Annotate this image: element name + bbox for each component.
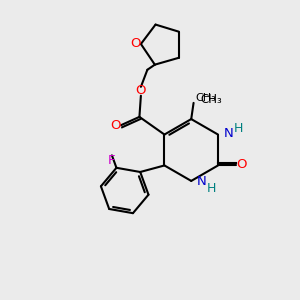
Text: O: O: [130, 38, 141, 50]
Text: F: F: [108, 154, 116, 167]
Text: H: H: [233, 122, 243, 135]
Text: O: O: [136, 85, 146, 98]
Text: CH₃: CH₃: [195, 94, 216, 103]
Text: N: N: [196, 175, 206, 188]
Text: O: O: [111, 119, 121, 132]
Text: H: H: [206, 182, 216, 195]
Text: O: O: [236, 158, 247, 171]
Text: CH₃: CH₃: [200, 93, 222, 106]
Text: N: N: [223, 127, 233, 140]
